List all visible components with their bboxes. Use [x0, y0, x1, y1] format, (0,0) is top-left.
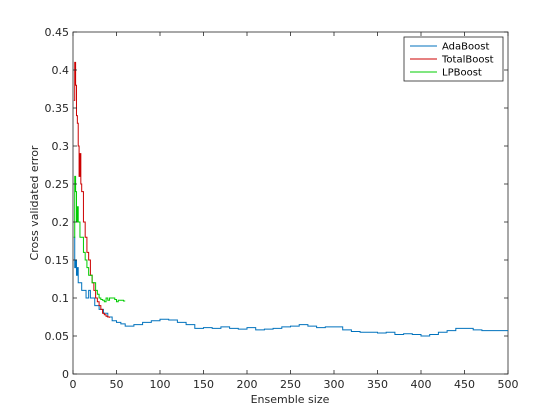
x-tick-label: 100 [150, 378, 171, 391]
series-line-adaboost [73, 236, 508, 337]
y-tick-label: 0.2 [52, 216, 70, 229]
y-tick-label: 0.15 [45, 254, 70, 267]
y-axis: 0 0.05 0.1 0.15 0.2 0.25 0.3 0.35 0.4 0.45 [45, 26, 508, 381]
legend-label-adaboost: AdaBoost [442, 42, 489, 53]
x-axis-label: Ensemble size [251, 393, 330, 406]
series-layer [73, 61, 508, 337]
x-tick-label: 400 [411, 378, 432, 391]
x-tick-label: 200 [237, 378, 258, 391]
x-tick-label: 450 [454, 378, 475, 391]
y-tick-label: 0 [62, 368, 69, 381]
x-axis: 0 50 100 150 200 250 300 350 400 450 500 [70, 32, 519, 391]
y-tick-label: 0.45 [45, 26, 70, 39]
legend: AdaBoost TotalBoost LPBoost [403, 36, 504, 82]
y-tick-label: 0.25 [45, 178, 70, 191]
y-tick-label: 0.4 [52, 64, 70, 77]
x-tick-label: 50 [110, 378, 124, 391]
plot-area [72, 31, 509, 375]
x-tick-label: 0 [70, 378, 77, 391]
x-tick-label: 350 [367, 378, 388, 391]
x-tick-label: 500 [498, 378, 519, 391]
x-tick-label: 250 [280, 378, 301, 391]
y-tick-label: 0.35 [45, 102, 70, 115]
series-line-lpboost [73, 175, 126, 303]
y-tick-label: 0.3 [52, 140, 70, 153]
y-axis-label: Cross validated error [28, 145, 41, 260]
series-line-totalboost [73, 61, 111, 318]
legend-label-lpboost: LPBoost [442, 68, 482, 79]
x-tick-label: 150 [193, 378, 214, 391]
x-tick-label: 300 [324, 378, 345, 391]
y-tick-label: 0.05 [45, 330, 70, 343]
legend-label-totalboost: TotalBoost [441, 55, 494, 66]
y-tick-label: 0.1 [52, 292, 70, 305]
